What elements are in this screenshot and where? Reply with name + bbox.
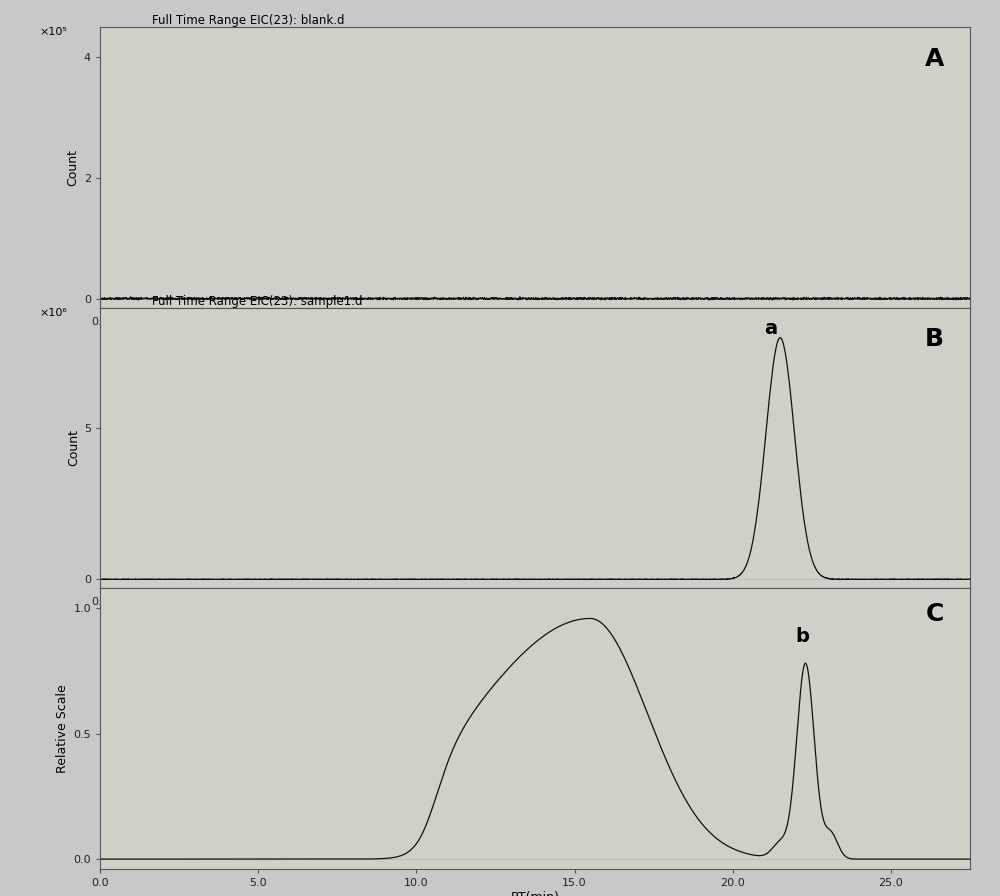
- X-axis label: RT(min): RT(min): [511, 330, 559, 342]
- Text: A: A: [925, 47, 944, 71]
- Text: Full Time Range EIC(23): sample1.d: Full Time Range EIC(23): sample1.d: [152, 295, 363, 307]
- Text: Full Time Range EIC(23): blank.d: Full Time Range EIC(23): blank.d: [152, 13, 345, 27]
- Text: ×10⁵: ×10⁵: [39, 27, 67, 37]
- Text: a: a: [764, 319, 777, 338]
- Y-axis label: Count: Count: [67, 429, 80, 467]
- Y-axis label: Relative Scale: Relative Scale: [56, 685, 69, 773]
- X-axis label: RT(min): RT(min): [511, 610, 559, 624]
- Text: ×10⁶: ×10⁶: [39, 307, 67, 317]
- X-axis label: RT(min): RT(min): [511, 891, 559, 896]
- Text: C: C: [926, 602, 944, 626]
- Text: B: B: [925, 327, 944, 351]
- Text: b: b: [795, 627, 809, 646]
- Y-axis label: Count: Count: [67, 149, 80, 185]
